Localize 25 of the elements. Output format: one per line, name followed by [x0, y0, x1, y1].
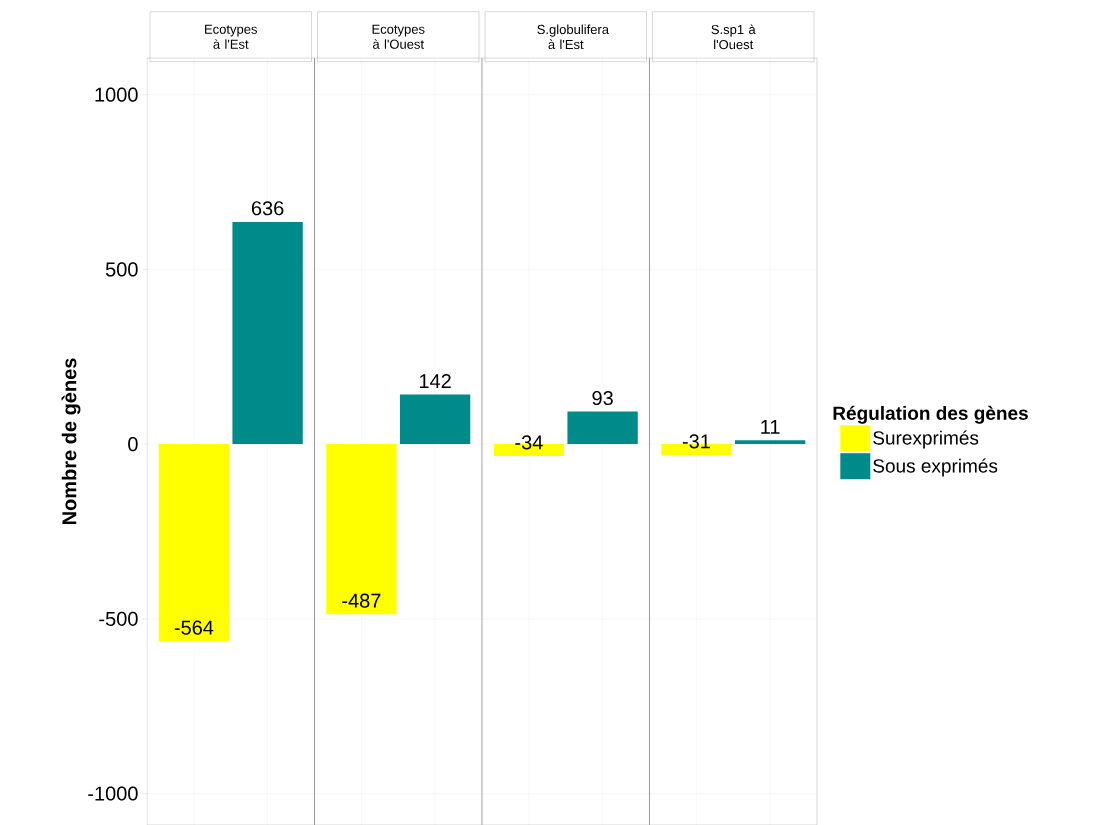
bar: [567, 411, 638, 445]
data-label: -487: [342, 593, 381, 608]
data-label: 142: [419, 374, 451, 388]
x-tick-label: Ecotypes à l'Ouest: [372, 24, 425, 49]
data-label: 11: [761, 419, 780, 434]
bar: [326, 444, 397, 615]
legend-label: Surexprimés: [873, 430, 979, 449]
bar: [734, 440, 806, 445]
x-tick-label: S.sp1 à l'Ouest: [711, 24, 756, 50]
bar: [158, 444, 230, 642]
data-label: -564: [174, 620, 214, 635]
legend-title: Régulation des gènes: [833, 405, 1028, 424]
data-label: 93: [592, 390, 613, 406]
x-tick-label: Ecotypes à l'Est: [205, 24, 258, 49]
y-axis-title: Nombre de gènes: [61, 358, 81, 525]
bar: [399, 394, 471, 445]
bar: [232, 221, 303, 445]
data-label: 636: [251, 201, 284, 216]
y-tick-label: 500: [105, 262, 138, 277]
legend-label: Sous exprimés: [873, 458, 998, 477]
x-tick-label: S.globulifera à l'Est: [537, 24, 610, 50]
y-tick-label: -1000: [88, 786, 138, 801]
y-tick-label: 1000: [95, 87, 138, 102]
y-tick-label: 0: [128, 437, 138, 452]
y-tick-label: -500: [99, 611, 138, 626]
